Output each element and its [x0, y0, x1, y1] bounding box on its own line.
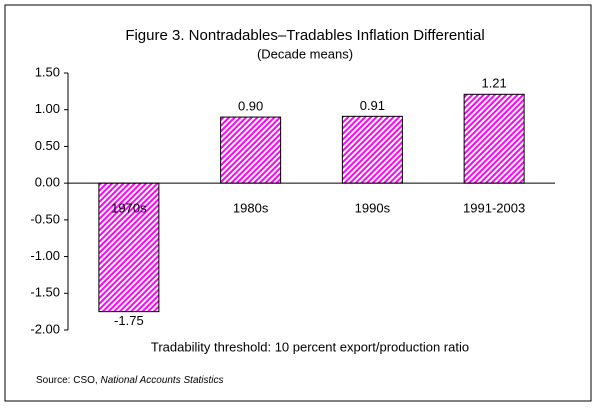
chart-title: Figure 3. Nontradables–Tradables Inflati… — [125, 27, 484, 44]
value-label: 0.90 — [238, 98, 263, 113]
value-label: -1.75 — [114, 313, 144, 328]
y-tick-label: -2.00 — [30, 321, 60, 336]
x-tick-label: 1991-2003 — [463, 201, 525, 216]
y-tick-label: 1.50 — [35, 64, 60, 79]
value-label: 1.21 — [481, 76, 506, 91]
y-tick-label: -0.50 — [30, 211, 60, 226]
x-tick-label: 1990s — [355, 201, 391, 216]
x-tick-label: 1980s — [233, 201, 269, 216]
chart-subtitle: (Decade means) — [257, 46, 353, 61]
x-axis-title: Tradability threshold: 10 percent export… — [151, 339, 469, 354]
y-tick-label: 0.50 — [35, 138, 60, 153]
bar — [341, 115, 403, 184]
y-tick-label: -1.50 — [30, 285, 60, 300]
value-label: 0.91 — [360, 98, 385, 113]
x-tick-label: 1970s — [111, 201, 147, 216]
y-tick-label: 0.00 — [35, 175, 60, 190]
bar — [220, 116, 282, 184]
source-publication: National Accounts Statistics — [100, 375, 223, 386]
bar — [463, 93, 525, 184]
source-text: Source: CSO, — [36, 375, 98, 386]
source: Source: CSO, National Accounts Statistic… — [36, 375, 224, 386]
y-tick-label: -1.00 — [30, 248, 60, 263]
y-tick-label: 1.00 — [35, 101, 60, 116]
bar — [98, 182, 160, 313]
